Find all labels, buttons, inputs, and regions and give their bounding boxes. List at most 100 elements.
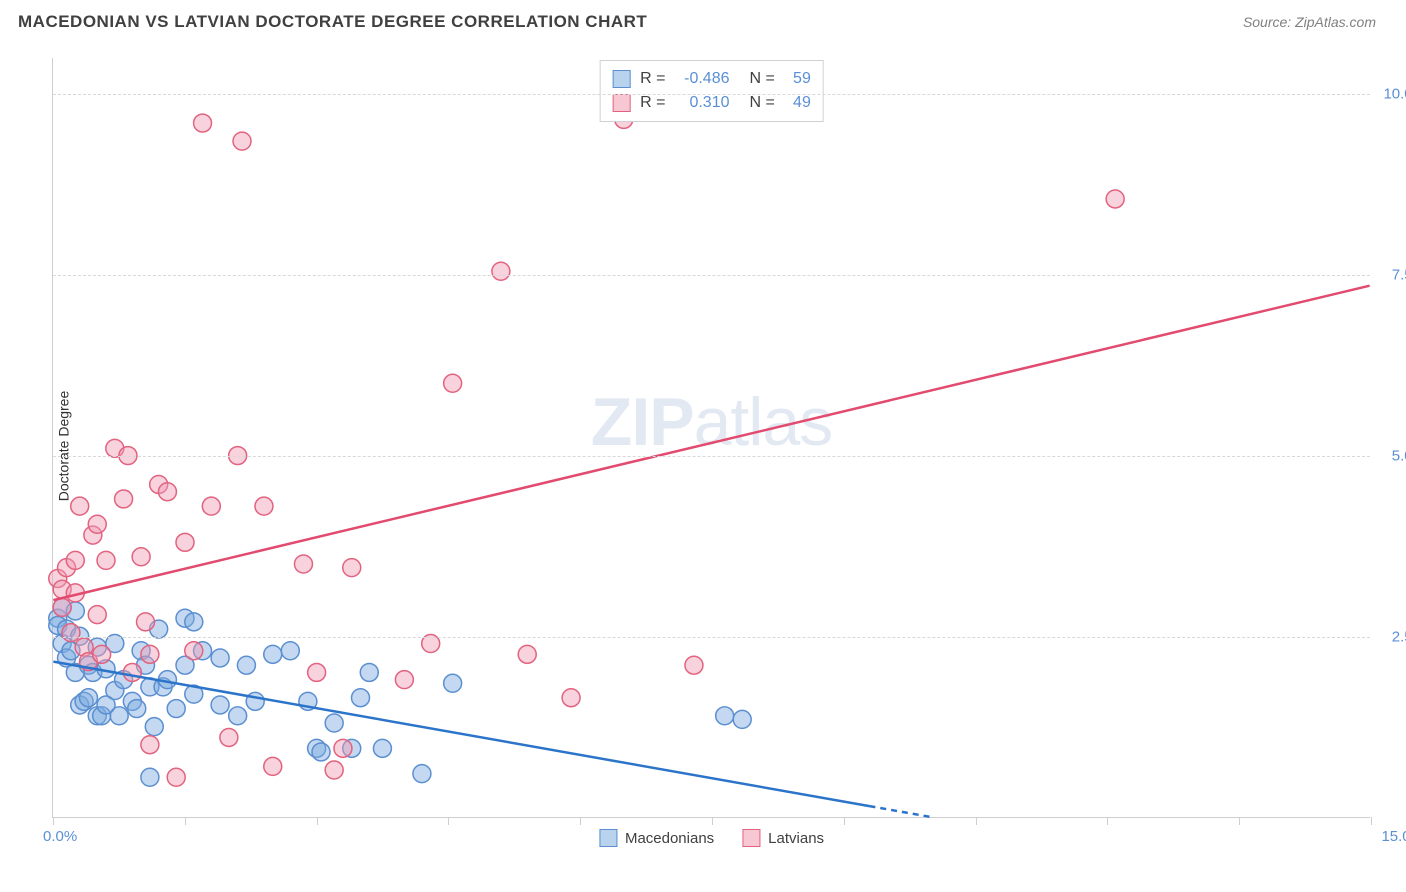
- data-point: [352, 689, 370, 707]
- x-tick: [1239, 817, 1240, 825]
- data-point: [53, 598, 71, 616]
- gridline: [53, 94, 1370, 95]
- data-point: [123, 663, 141, 681]
- data-point: [220, 728, 238, 746]
- data-point: [360, 663, 378, 681]
- data-point: [194, 114, 212, 132]
- data-point: [395, 671, 413, 689]
- x-axis-min-label: 0.0%: [43, 828, 77, 845]
- chart-plot-area: ZIPatlas R =-0.486N =59R =0.310N =49 Mac…: [52, 58, 1370, 818]
- data-point: [128, 700, 146, 718]
- source-label: Source: ZipAtlas.com: [1243, 14, 1376, 30]
- x-tick: [976, 817, 977, 825]
- data-point: [185, 642, 203, 660]
- data-point: [211, 649, 229, 667]
- legend-series: Macedonians Latvians: [599, 829, 824, 847]
- n-value: 59: [781, 67, 811, 91]
- data-point: [325, 714, 343, 732]
- data-point: [562, 689, 580, 707]
- legend-swatch: [742, 829, 760, 847]
- legend-label: Macedonians: [625, 830, 714, 847]
- x-tick: [1371, 817, 1372, 825]
- legend-swatch: [599, 829, 617, 847]
- data-point: [308, 663, 326, 681]
- r-value: -0.486: [672, 67, 730, 91]
- data-point: [62, 624, 80, 642]
- data-point: [233, 132, 251, 150]
- gridline: [53, 275, 1370, 276]
- trend-line-dashed: [869, 806, 930, 817]
- x-tick: [53, 817, 54, 825]
- data-point: [88, 606, 106, 624]
- data-point: [229, 707, 247, 725]
- data-point: [145, 718, 163, 736]
- data-point: [79, 689, 97, 707]
- data-point: [137, 613, 155, 631]
- chart-title: MACEDONIAN VS LATVIAN DOCTORATE DEGREE C…: [18, 12, 647, 32]
- x-tick: [185, 817, 186, 825]
- data-point: [93, 645, 111, 663]
- y-tick-label: 7.5%: [1392, 267, 1406, 284]
- data-point: [237, 656, 255, 674]
- data-point: [685, 656, 703, 674]
- data-point: [97, 551, 115, 569]
- data-point: [733, 710, 751, 728]
- legend-item: Macedonians: [599, 829, 714, 847]
- data-point: [141, 736, 159, 754]
- data-point: [1106, 190, 1124, 208]
- data-point: [492, 262, 510, 280]
- n-label: N =: [750, 67, 775, 91]
- data-point: [281, 642, 299, 660]
- scatter-svg: [53, 58, 1370, 817]
- data-point: [413, 765, 431, 783]
- x-tick: [844, 817, 845, 825]
- x-tick: [317, 817, 318, 825]
- gridline: [53, 456, 1370, 457]
- legend-stat-row: R = -0.486 N =59: [612, 67, 811, 91]
- data-point: [325, 761, 343, 779]
- data-point: [264, 757, 282, 775]
- data-point: [373, 739, 391, 757]
- x-tick: [448, 817, 449, 825]
- data-point: [88, 515, 106, 533]
- data-point: [110, 707, 128, 725]
- data-point: [167, 700, 185, 718]
- data-point: [444, 374, 462, 392]
- x-tick: [712, 817, 713, 825]
- data-point: [255, 497, 273, 515]
- data-point: [202, 497, 220, 515]
- data-point: [264, 645, 282, 663]
- data-point: [343, 559, 361, 577]
- trend-line: [53, 286, 1369, 600]
- x-axis-max-label: 15.0%: [1381, 828, 1406, 845]
- legend-label: Latvians: [768, 830, 824, 847]
- data-point: [141, 768, 159, 786]
- data-point: [211, 696, 229, 714]
- gridline: [53, 637, 1370, 638]
- data-point: [312, 743, 330, 761]
- legend-stats: R =-0.486N =59R =0.310N =49: [599, 60, 824, 122]
- data-point: [444, 674, 462, 692]
- y-tick-label: 2.5%: [1392, 629, 1406, 646]
- data-point: [141, 645, 159, 663]
- legend-swatch: [612, 94, 630, 112]
- r-label: R =: [640, 67, 665, 91]
- data-point: [176, 533, 194, 551]
- data-point: [115, 490, 133, 508]
- legend-item: Latvians: [742, 829, 824, 847]
- data-point: [518, 645, 536, 663]
- data-point: [132, 548, 150, 566]
- x-tick: [1107, 817, 1108, 825]
- y-tick-label: 5.0%: [1392, 448, 1406, 465]
- data-point: [167, 768, 185, 786]
- data-point: [185, 613, 203, 631]
- y-tick-label: 10.0%: [1383, 86, 1406, 103]
- legend-swatch: [612, 70, 630, 88]
- data-point: [334, 739, 352, 757]
- data-point: [158, 483, 176, 501]
- data-point: [716, 707, 734, 725]
- data-point: [294, 555, 312, 573]
- x-tick: [580, 817, 581, 825]
- data-point: [66, 551, 84, 569]
- data-point: [71, 497, 89, 515]
